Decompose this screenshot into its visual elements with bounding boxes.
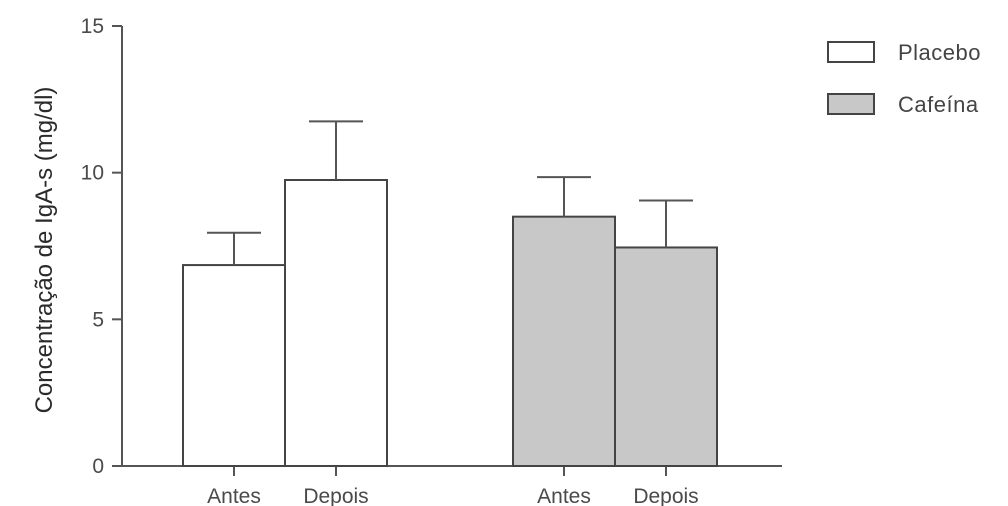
- x-tick-label: Depois: [633, 485, 698, 506]
- bars-group: [183, 180, 717, 466]
- error-bars-group: [207, 121, 693, 265]
- y-tick-label: 5: [92, 308, 104, 331]
- x-tick-label: Depois: [303, 485, 368, 506]
- legend-label: Cafeína: [898, 92, 979, 117]
- bar: [183, 265, 285, 466]
- x-axis: [122, 466, 782, 476]
- y-tick-label: 15: [81, 15, 104, 38]
- y-axis: 0 5 10 15: [81, 15, 122, 478]
- legend: Placebo Cafeína: [828, 40, 981, 117]
- y-tick-label: 0: [92, 455, 104, 478]
- bar: [285, 180, 387, 466]
- legend-swatch: [828, 42, 874, 62]
- x-tick-labels: Antes Depois Antes Depois: [207, 485, 699, 506]
- bar: [615, 247, 717, 466]
- x-tick-label: Antes: [207, 485, 261, 506]
- bar: [513, 217, 615, 466]
- x-tick-label: Antes: [537, 485, 591, 506]
- legend-label: Placebo: [898, 40, 981, 65]
- y-tick-label: 10: [81, 162, 104, 185]
- y-axis-label: Concentração de IgA-s (mg/dl): [31, 87, 58, 414]
- legend-swatch: [828, 94, 874, 114]
